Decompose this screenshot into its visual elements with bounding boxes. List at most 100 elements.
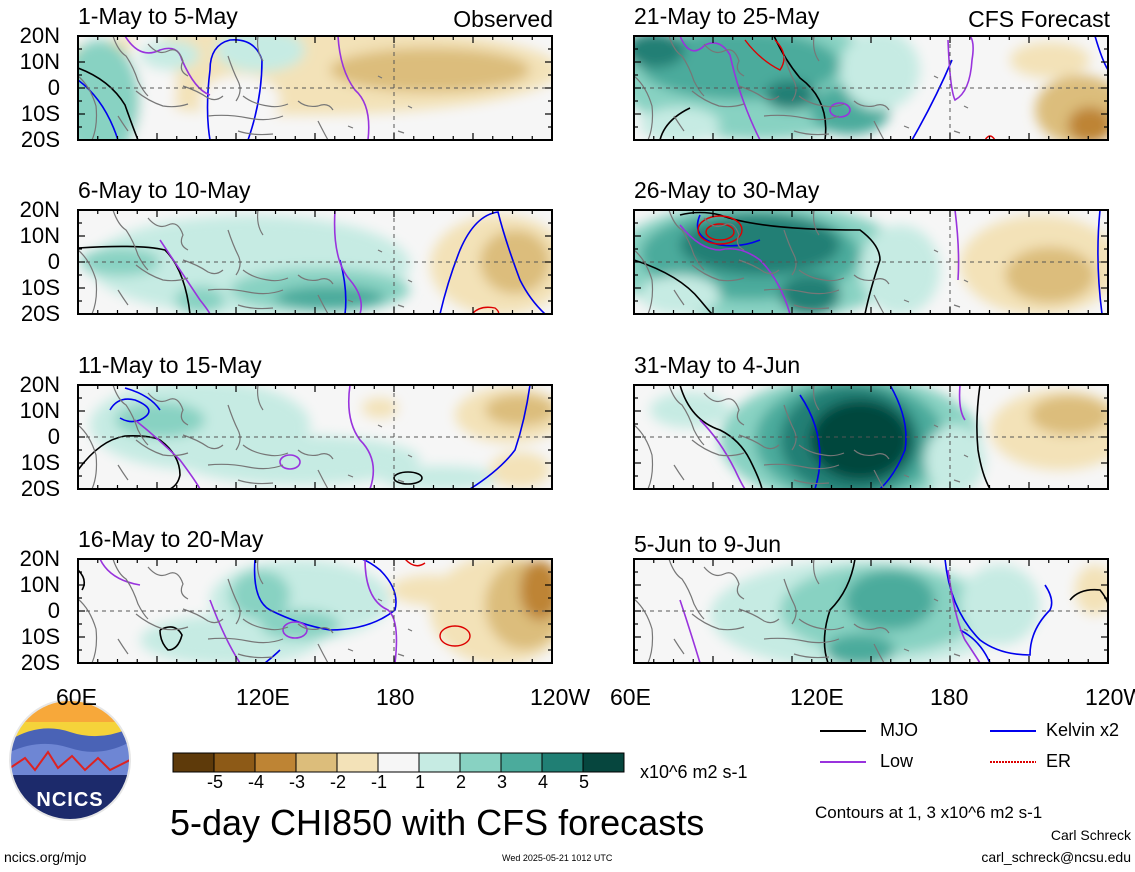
coastline-group	[633, 558, 969, 664]
coastline	[703, 43, 745, 77]
legend-label-er: ER	[1046, 751, 1072, 771]
author-name: Carl Schreck	[1050, 827, 1131, 843]
lat-label: 10N	[19, 49, 60, 74]
coastline	[691, 613, 745, 631]
coastline	[227, 578, 241, 625]
lat-label: 20S	[20, 650, 60, 675]
panel-title-4: 26-May to 30-May	[634, 177, 820, 203]
coastline	[347, 648, 354, 652]
lat-label: 10N	[19, 398, 60, 423]
map-panel-2	[634, 36, 1108, 140]
coastline	[135, 439, 189, 457]
low-contours	[134, 385, 375, 489]
coastline	[673, 115, 685, 132]
coastline	[853, 274, 890, 285]
low-contours	[679, 210, 960, 314]
lat-label: 10S	[20, 450, 60, 475]
coastline	[963, 105, 969, 109]
coastline	[963, 279, 969, 283]
coastline	[668, 558, 705, 620]
coastline	[738, 259, 780, 275]
coastline	[207, 114, 284, 121]
lon-label-180-right: 180	[930, 684, 969, 710]
map-panel-5	[78, 385, 552, 489]
coastline	[297, 449, 334, 460]
coastline	[903, 648, 910, 652]
anomaly-field	[78, 36, 552, 140]
panel-title-1: 1-May to 5-May	[78, 3, 238, 29]
coastline-group	[77, 558, 413, 664]
coastline	[207, 463, 284, 470]
contour-note: Contours at 1, 3 x10^6 m2 s-1	[815, 803, 1043, 822]
coastline	[377, 424, 383, 428]
coastline	[703, 217, 745, 251]
lat-label: 20N	[19, 372, 60, 397]
coastline	[77, 424, 98, 490]
coastline	[738, 608, 780, 624]
timestamp: Wed 2025-05-21 1012 UTC	[502, 853, 613, 863]
lat-label: 10S	[20, 275, 60, 300]
mjo-contours	[78, 67, 139, 140]
coastline	[407, 454, 413, 458]
legend-label-mjo: MJO	[880, 720, 918, 740]
land-outlines	[77, 35, 969, 664]
lat-label: 0	[47, 598, 60, 623]
colorbar-box	[377, 752, 420, 773]
coastline	[673, 638, 685, 655]
coastline	[691, 90, 745, 108]
lat-label: 10N	[19, 223, 60, 248]
colorbar-tick-label: 3	[496, 772, 507, 792]
colorbar-tick-label: 1	[414, 772, 425, 792]
coastline	[873, 294, 885, 315]
coastline	[933, 249, 939, 253]
panel-tag-cfs-forecast: CFS Forecast	[968, 6, 1110, 32]
mjo-contours	[78, 435, 423, 489]
colorbar-box	[336, 752, 379, 773]
coastline	[873, 469, 885, 490]
coastline	[963, 628, 969, 632]
colorbar-tick-label: -1	[370, 772, 387, 792]
coastline	[227, 55, 241, 102]
coastline	[297, 623, 334, 634]
coastline	[633, 598, 654, 664]
lat-label: 20S	[20, 476, 60, 501]
coastline	[953, 130, 961, 134]
er-contours	[404, 559, 471, 647]
colorbar-box	[418, 752, 461, 773]
kelvin-contours	[944, 559, 1053, 663]
coastline-group	[633, 384, 969, 490]
coastline	[397, 130, 405, 134]
coastline	[812, 35, 820, 62]
er-contours	[471, 306, 500, 314]
coastline	[633, 249, 654, 315]
coastline	[182, 259, 224, 275]
legend-label-low: Low	[880, 751, 914, 771]
anomaly-field	[634, 36, 1108, 140]
lon-label-120e-right: 120E	[790, 684, 844, 710]
coastline	[242, 618, 289, 631]
mjo-contours	[679, 385, 991, 489]
colorbar-tick-label: 2	[455, 772, 466, 792]
coastline	[668, 209, 705, 271]
coastline	[673, 464, 685, 481]
coastline	[117, 638, 129, 655]
coastline	[763, 637, 840, 644]
coastline-group	[77, 209, 413, 315]
coastline	[903, 474, 910, 478]
kelvin-contours	[799, 385, 907, 489]
coastline	[812, 558, 820, 585]
coastline	[112, 35, 149, 97]
coastline	[242, 95, 289, 108]
coastline	[317, 120, 329, 141]
coastline	[673, 289, 685, 306]
coastline	[77, 598, 98, 664]
coastline	[135, 613, 189, 631]
coastline	[112, 384, 149, 446]
coastline	[853, 449, 890, 460]
coastline	[207, 637, 284, 644]
coastline	[783, 55, 797, 102]
coastline	[135, 264, 189, 282]
logo-text: NCICS	[36, 789, 104, 811]
coastline	[763, 114, 840, 121]
